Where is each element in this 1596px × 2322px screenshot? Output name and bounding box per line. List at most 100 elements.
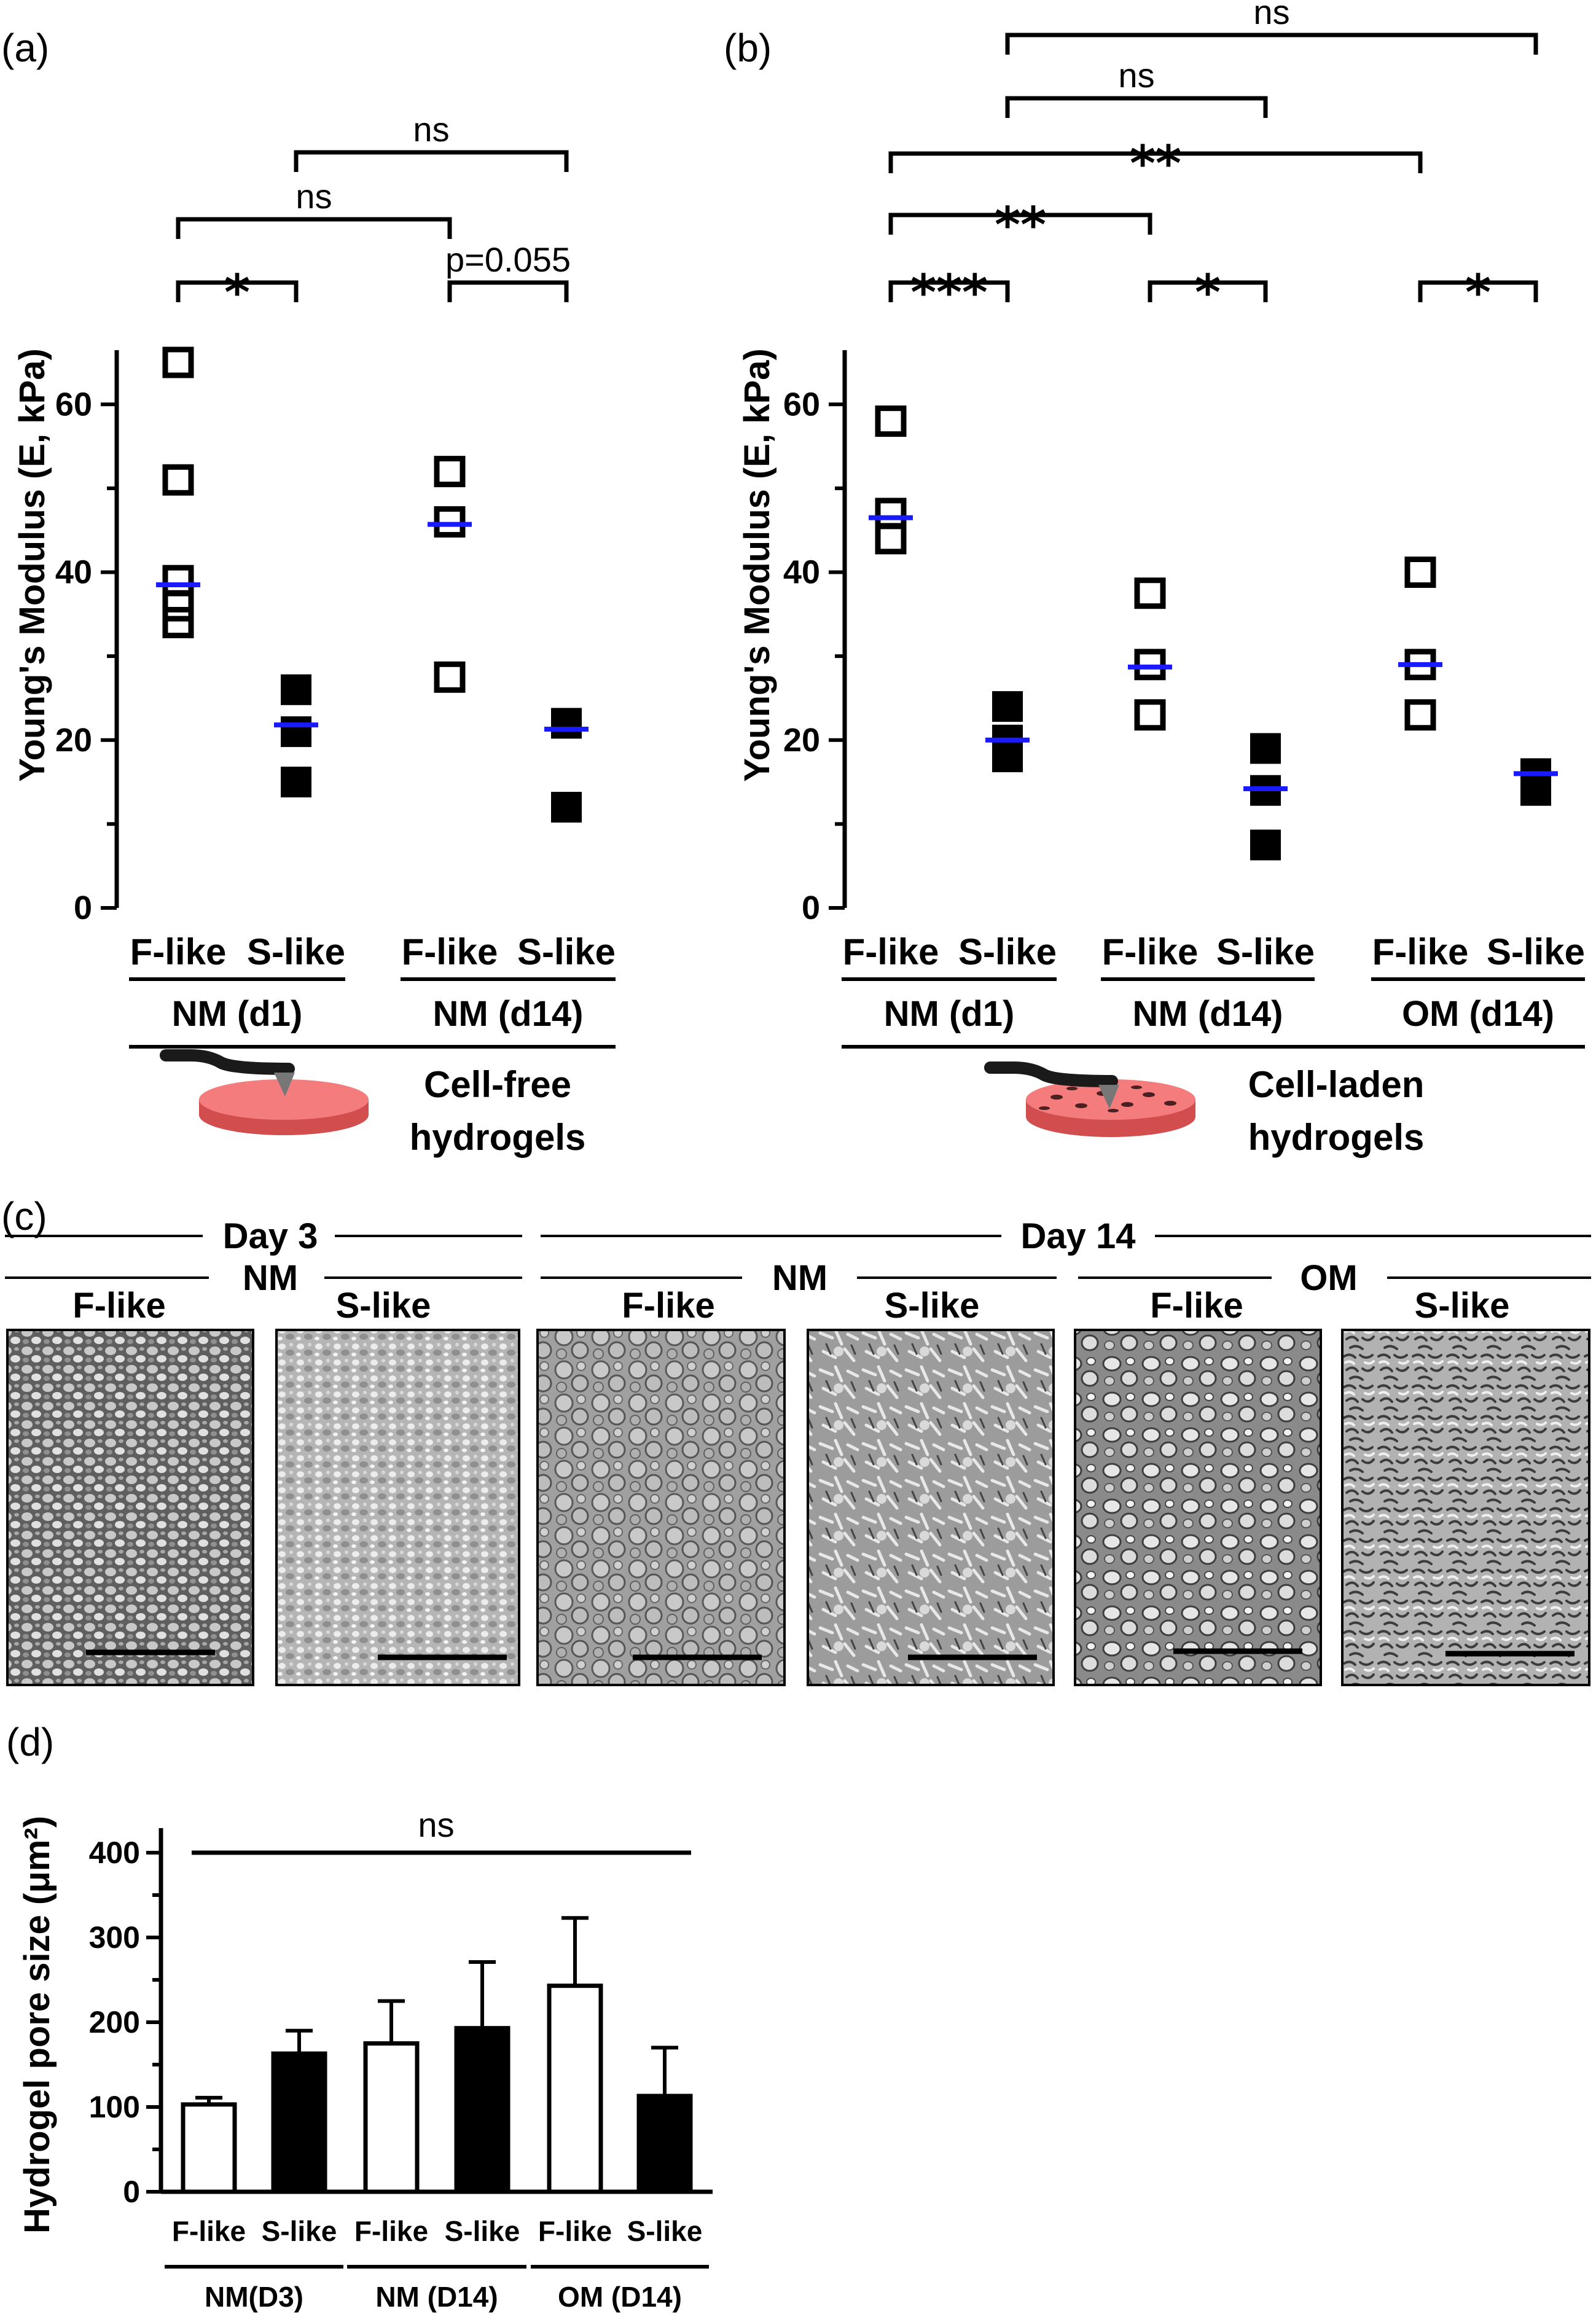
y-tick-label: 400 [89, 1835, 140, 1870]
category-label: F-like [1372, 931, 1469, 972]
significance-label: * [1465, 264, 1491, 321]
filled-square-point [551, 792, 582, 823]
group-label: NM (d1) [884, 994, 1015, 1034]
img4-label: S-like [885, 1286, 980, 1326]
img2-label: S-like [336, 1286, 431, 1326]
significance-bracket [294, 150, 569, 172]
series-5 [1398, 557, 1442, 731]
filled-square-point [281, 674, 311, 705]
nm-d3-heading: NM [243, 1258, 298, 1298]
category-label: F-like [172, 2215, 246, 2247]
open-bar [363, 2041, 420, 2194]
significance-label: ** [995, 197, 1046, 254]
chart-d-bars [181, 1916, 693, 2194]
group-label: OM (D14) [558, 2281, 682, 2313]
panel-label-b: (b) [724, 26, 772, 70]
open-square-point [162, 590, 194, 622]
series-2 [985, 691, 1030, 773]
category-label: S-like [517, 931, 616, 972]
group-label: NM(D3) [205, 2281, 303, 2313]
open-square-point [162, 607, 194, 639]
img5-label: F-like [1150, 1286, 1243, 1326]
chart-a-y-axis: 0 20 40 60 [55, 350, 119, 926]
chart-d-y-label-text: Hydrogel pore size (μm²) [17, 1816, 57, 2234]
micrograph-om-d14-f-like [1074, 1329, 1322, 1686]
y-tick-label: 60 [55, 386, 92, 423]
significance-bracket [888, 280, 1010, 302]
chart-b-points [869, 405, 1558, 861]
y-tick-label: 300 [89, 1920, 140, 1955]
group-label: NM (d14) [433, 994, 584, 1034]
significance-bracket [1148, 280, 1268, 302]
chart-d: 0 100 200 300 400 ns F-like S-like F-like S-lik… [17, 1805, 713, 2313]
panel-label-c: (c) [1, 1194, 47, 1238]
panel-label-a: (a) [1, 26, 49, 70]
y-tick-label: 200 [89, 2005, 140, 2039]
y-tick-label: 20 [783, 722, 820, 759]
chart-a-caption: Cell-free hydrogels [160, 1049, 585, 1158]
micrograph-panel: Day 3 Day 14 NM NM OM F-like S-like F-li… [5, 1216, 1591, 1686]
chart-d-categories: F-like S-like F-like S-like F-like S-like NM(D… [165, 2215, 709, 2313]
group-label: OM (d14) [1402, 994, 1554, 1034]
series-6 [1514, 758, 1558, 806]
category-label: S-like [445, 2215, 520, 2247]
series-3 [428, 456, 472, 693]
significance-bracket [176, 280, 299, 302]
series-4 [544, 708, 589, 823]
chart-a-significance: * ns p=0.055 ns [176, 110, 571, 321]
chart-b-y-label: Young's Modulus (E, kPa) [737, 348, 777, 782]
open-square-point [1134, 649, 1166, 681]
significance-bracket [888, 151, 1423, 173]
embedded-cells [1039, 1085, 1176, 1112]
chart-a-y-label: Young's Modulus (E, kPa) [12, 348, 52, 782]
y-tick-label: 20 [55, 722, 92, 759]
y-tick-label: 0 [123, 2175, 140, 2209]
filled-square-point [1250, 733, 1281, 764]
open-square-point [434, 506, 466, 538]
micrograph-nm-d14-s-like [807, 1329, 1055, 1686]
significance-label: *** [910, 264, 988, 321]
chart-a-points [156, 346, 589, 823]
significance-bracket [1005, 33, 1538, 55]
category-label: S-like [247, 931, 345, 972]
group-label: NM (d14) [1133, 994, 1283, 1034]
significance-label: ns [295, 177, 332, 216]
significance-label: ns [413, 110, 449, 149]
significance-label: ns [1253, 0, 1289, 31]
chart-d-significance: ns [192, 1805, 691, 1855]
chart-a-categories: F-like S-like F-like S-like NM (d1) NM (d14) [129, 931, 616, 1049]
filled-square-point [281, 716, 311, 748]
significance-bracket [447, 280, 569, 302]
significance-bracket [1005, 96, 1268, 118]
open-square-point [434, 456, 466, 488]
filled-square-point [551, 708, 582, 739]
afm-cantilever-icon [984, 1061, 1118, 1087]
open-square-point [875, 523, 907, 555]
open-square-point [162, 464, 194, 496]
open-square-point [1404, 557, 1436, 588]
open-square-point [162, 565, 194, 596]
open-square-point [875, 498, 907, 530]
y-tick-label: 40 [783, 554, 820, 591]
filled-square-point [1250, 829, 1281, 861]
img3-label: F-like [622, 1286, 715, 1326]
significance-label: * [1195, 264, 1221, 321]
series-4 [1243, 733, 1288, 861]
significance-label: p=0.055 [445, 240, 571, 279]
group-label: NM (d1) [172, 994, 303, 1034]
y-tick-label: 40 [55, 554, 92, 591]
filled-square-point [992, 741, 1023, 773]
chart-b-caption: Cell-laden hydrogels [984, 1061, 1424, 1158]
filled-square-point [992, 691, 1023, 722]
om-d14-heading: OM [1300, 1258, 1357, 1298]
category-label: S-like [627, 2215, 703, 2247]
open-square-point [162, 346, 194, 378]
open-bar [181, 2102, 237, 2194]
category-label: F-like [130, 931, 227, 972]
filled-square-point [1520, 775, 1551, 806]
filled-bar [636, 2093, 693, 2194]
series-1 [156, 346, 200, 639]
open-square-point [1404, 699, 1436, 731]
open-bar [547, 1984, 603, 2194]
